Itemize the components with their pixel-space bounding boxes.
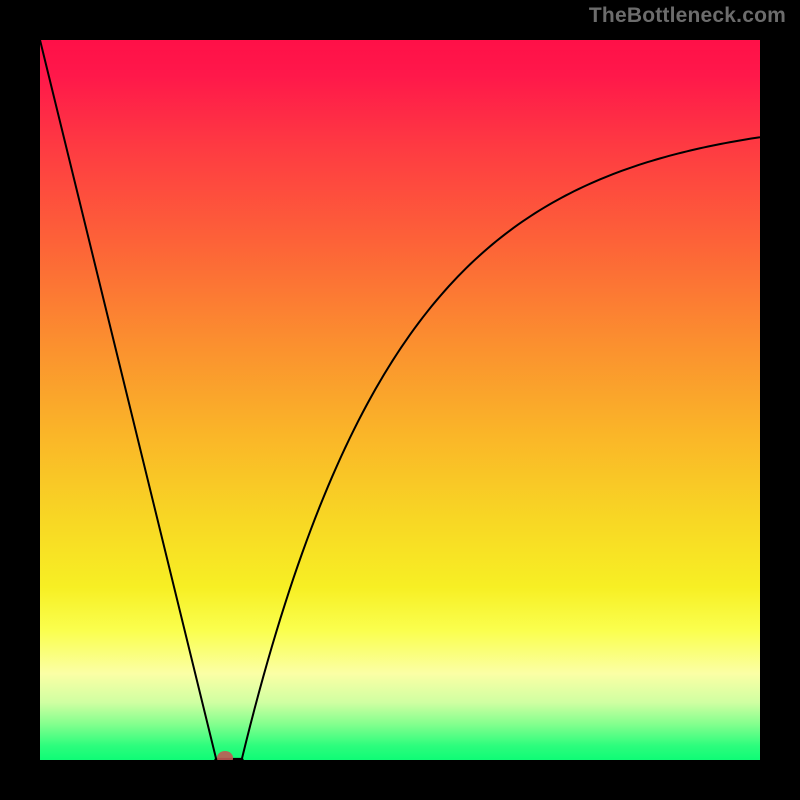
plot-background-gradient — [40, 40, 760, 760]
bottleneck-chart-svg — [0, 0, 800, 800]
watermark-label: TheBottleneck.com — [589, 4, 786, 28]
chart-canvas: TheBottleneck.com — [0, 0, 800, 800]
